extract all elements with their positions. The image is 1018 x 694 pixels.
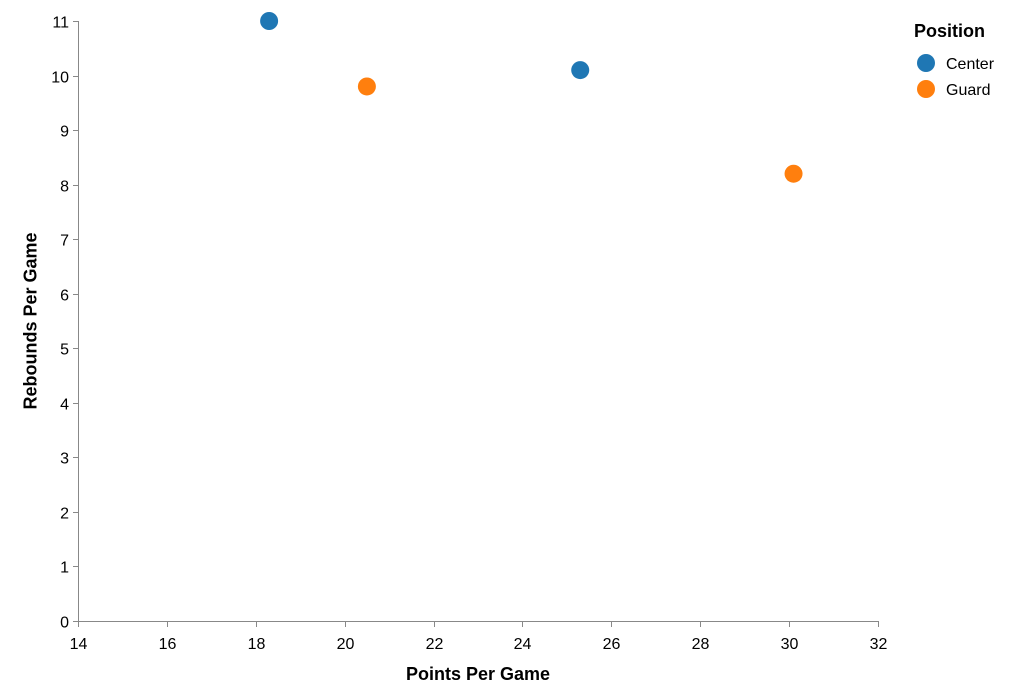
y-tick-label: 6 [60, 288, 69, 305]
legend-title: Position [914, 21, 985, 41]
data-point-guard [357, 77, 376, 96]
x-tick-label: 18 [248, 636, 266, 653]
x-tick-label: 28 [692, 636, 710, 653]
x-tick-label: 14 [70, 636, 88, 653]
data-points [260, 12, 803, 183]
y-tick-label: 8 [60, 179, 69, 196]
y-axis-title: Rebounds Per Game [20, 232, 40, 409]
x-axis: 14 16 18 20 22 24 26 28 30 32 [70, 621, 888, 653]
y-tick-label: 9 [60, 124, 69, 141]
x-tick-label: 20 [337, 636, 355, 653]
legend-label-center: Center [946, 56, 995, 73]
y-tick-label: 11 [52, 15, 69, 32]
y-axis: 0 1 2 3 4 5 6 7 8 9 10 11 [51, 15, 79, 632]
y-tick-label: 4 [60, 397, 69, 414]
y-tick-label: 5 [60, 342, 69, 359]
data-point-center [571, 61, 590, 80]
x-tick-label: 22 [426, 636, 444, 653]
x-tick-label: 26 [603, 636, 621, 653]
x-axis-title: Points Per Game [406, 664, 550, 684]
data-point-center [260, 12, 279, 30]
y-tick-label: 1 [60, 560, 69, 577]
data-point-guard [784, 164, 803, 183]
x-tick-label: 16 [159, 636, 177, 653]
legend-swatch-center [917, 54, 935, 72]
y-tick-label: 3 [60, 451, 69, 468]
legend-swatch-guard [917, 80, 935, 98]
x-tick-label: 30 [781, 636, 799, 653]
x-tick-label: 24 [514, 636, 532, 653]
legend-label-guard: Guard [946, 82, 990, 99]
y-tick-label: 10 [51, 70, 69, 87]
y-tick-label: 2 [60, 506, 69, 523]
y-tick-label: 0 [60, 615, 69, 632]
x-tick-label: 32 [870, 636, 888, 653]
legend: Position Center Guard [914, 21, 995, 99]
y-tick-label: 7 [60, 233, 69, 250]
